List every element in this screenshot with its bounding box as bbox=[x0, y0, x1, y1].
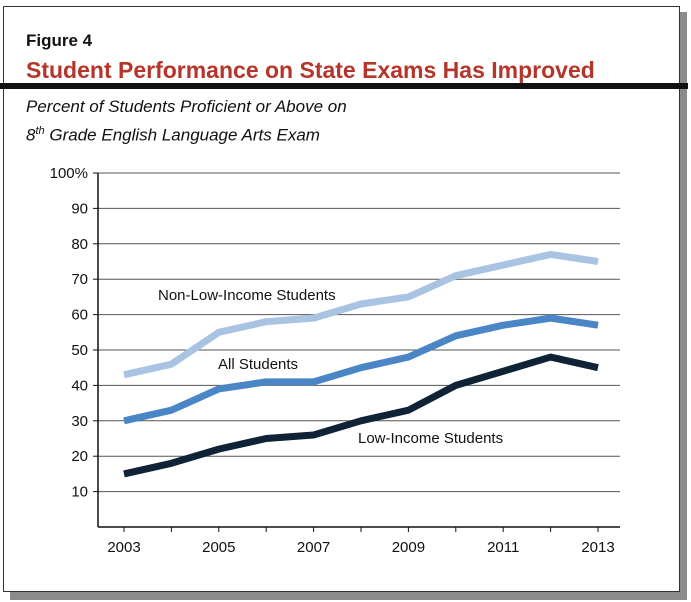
subtitle-line2: 8th Grade English Language Arts Exam bbox=[26, 119, 347, 148]
title-rule bbox=[0, 83, 688, 89]
x-tick-label: 2007 bbox=[297, 539, 330, 556]
series-line bbox=[123, 314, 599, 425]
subtitle-sup: th bbox=[35, 125, 45, 137]
x-tick-label: 2009 bbox=[392, 539, 425, 556]
x-tick-label: 2013 bbox=[581, 539, 614, 556]
y-tick-label: 20 bbox=[71, 448, 88, 465]
chart-subtitle: Percent of Students Proficient or Above … bbox=[26, 95, 347, 148]
chart-title: Student Performance on State Exams Has I… bbox=[26, 57, 595, 83]
y-tick-label: 40 bbox=[71, 377, 88, 394]
y-tick-label: 100% bbox=[50, 165, 88, 182]
y-tick-label: 30 bbox=[71, 413, 88, 430]
subtitle-rest: Grade English Language Arts Exam bbox=[44, 125, 320, 145]
series-line bbox=[123, 353, 599, 478]
figure-label: Figure 4 bbox=[26, 31, 93, 50]
y-tick-label: 10 bbox=[71, 484, 88, 501]
y-tick-label: 90 bbox=[71, 200, 88, 217]
x-tick-label: 2011 bbox=[487, 539, 519, 556]
x-tick-label: 2005 bbox=[202, 539, 235, 556]
y-tick-label: 80 bbox=[71, 236, 88, 253]
series-label: Non-Low-Income Students bbox=[158, 287, 336, 304]
y-tick-label: 70 bbox=[71, 271, 88, 288]
series-label: Low-Income Students bbox=[358, 430, 503, 447]
series-label: All Students bbox=[218, 356, 298, 373]
y-tick-label: 60 bbox=[71, 307, 88, 324]
y-tick-label: 50 bbox=[71, 342, 88, 359]
x-tick-label: 2003 bbox=[107, 539, 140, 556]
subtitle-line1: Percent of Students Proficient or Above … bbox=[26, 97, 347, 116]
figure-frame bbox=[3, 6, 680, 592]
subtitle-num: 8 bbox=[26, 125, 36, 145]
series-line bbox=[123, 250, 599, 379]
